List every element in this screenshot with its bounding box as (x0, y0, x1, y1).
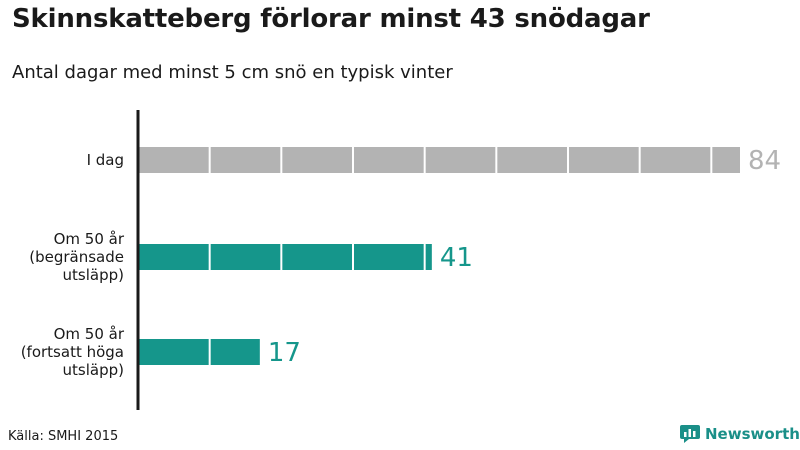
brand-name: Newsworthy (705, 425, 800, 443)
value-label: 17 (268, 338, 301, 368)
category-label-line: utsläpp) (63, 361, 124, 379)
category-label-line: (begränsade (29, 248, 124, 266)
category-label: Om 50 år (begränsade utsläpp) (29, 230, 125, 284)
brand: Newsworthy (680, 425, 800, 443)
category-label-line: I dag (87, 151, 124, 169)
category-label-line: utsläpp) (63, 266, 124, 284)
newsworthy-logo-icon (680, 425, 700, 443)
bar (138, 339, 260, 365)
value-label: 41 (440, 243, 473, 273)
bar (138, 147, 740, 173)
chart-title: Skinnskatteberg förlorar minst 43 snödag… (12, 4, 650, 34)
category-label-line: Om 50 år (54, 230, 125, 248)
value-label: 84 (748, 146, 781, 176)
category-label-line: (fortsatt höga (21, 343, 124, 361)
bar (138, 244, 432, 270)
category-label-line: Om 50 år (54, 325, 125, 343)
chart-subtitle: Antal dagar med minst 5 cm snö en typisk… (12, 62, 453, 83)
source-note: Källa: SMHI 2015 (8, 429, 119, 444)
category-label: I dag (87, 151, 124, 169)
category-label: Om 50 år (fortsatt höga utsläpp) (21, 325, 125, 379)
